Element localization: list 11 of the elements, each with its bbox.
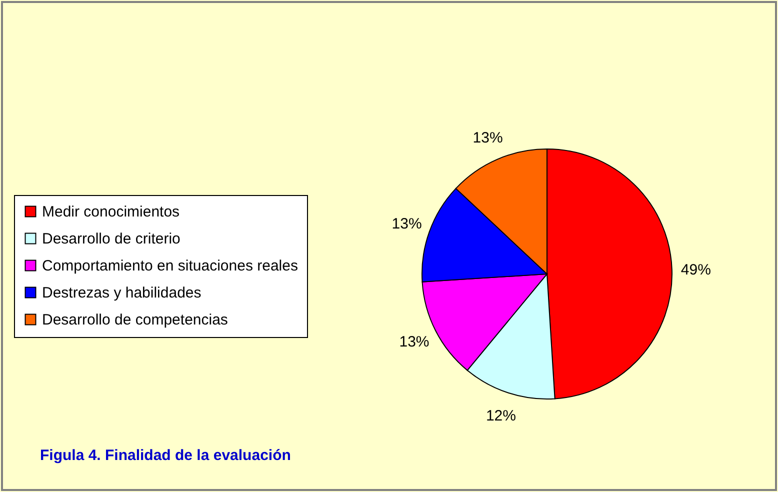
data-label: 12%: [486, 408, 516, 425]
data-label: 13%: [472, 129, 503, 146]
text: Figula 4. Finalidad de la evaluación: [40, 447, 291, 464]
legend-label: Medir conocimientos: [42, 204, 180, 220]
legend-label: Desarrollo de criterio: [42, 230, 180, 248]
legend-label: Destrezas y habilidades: [42, 284, 202, 302]
data-label: 13%: [392, 216, 422, 233]
legend-label: Comportamiento en situaciones reales: [42, 258, 298, 274]
data-label: 13%: [399, 334, 430, 351]
data-label: 49%: [680, 261, 711, 278]
legend-label: Desarrollo de competencias: [42, 312, 228, 328]
